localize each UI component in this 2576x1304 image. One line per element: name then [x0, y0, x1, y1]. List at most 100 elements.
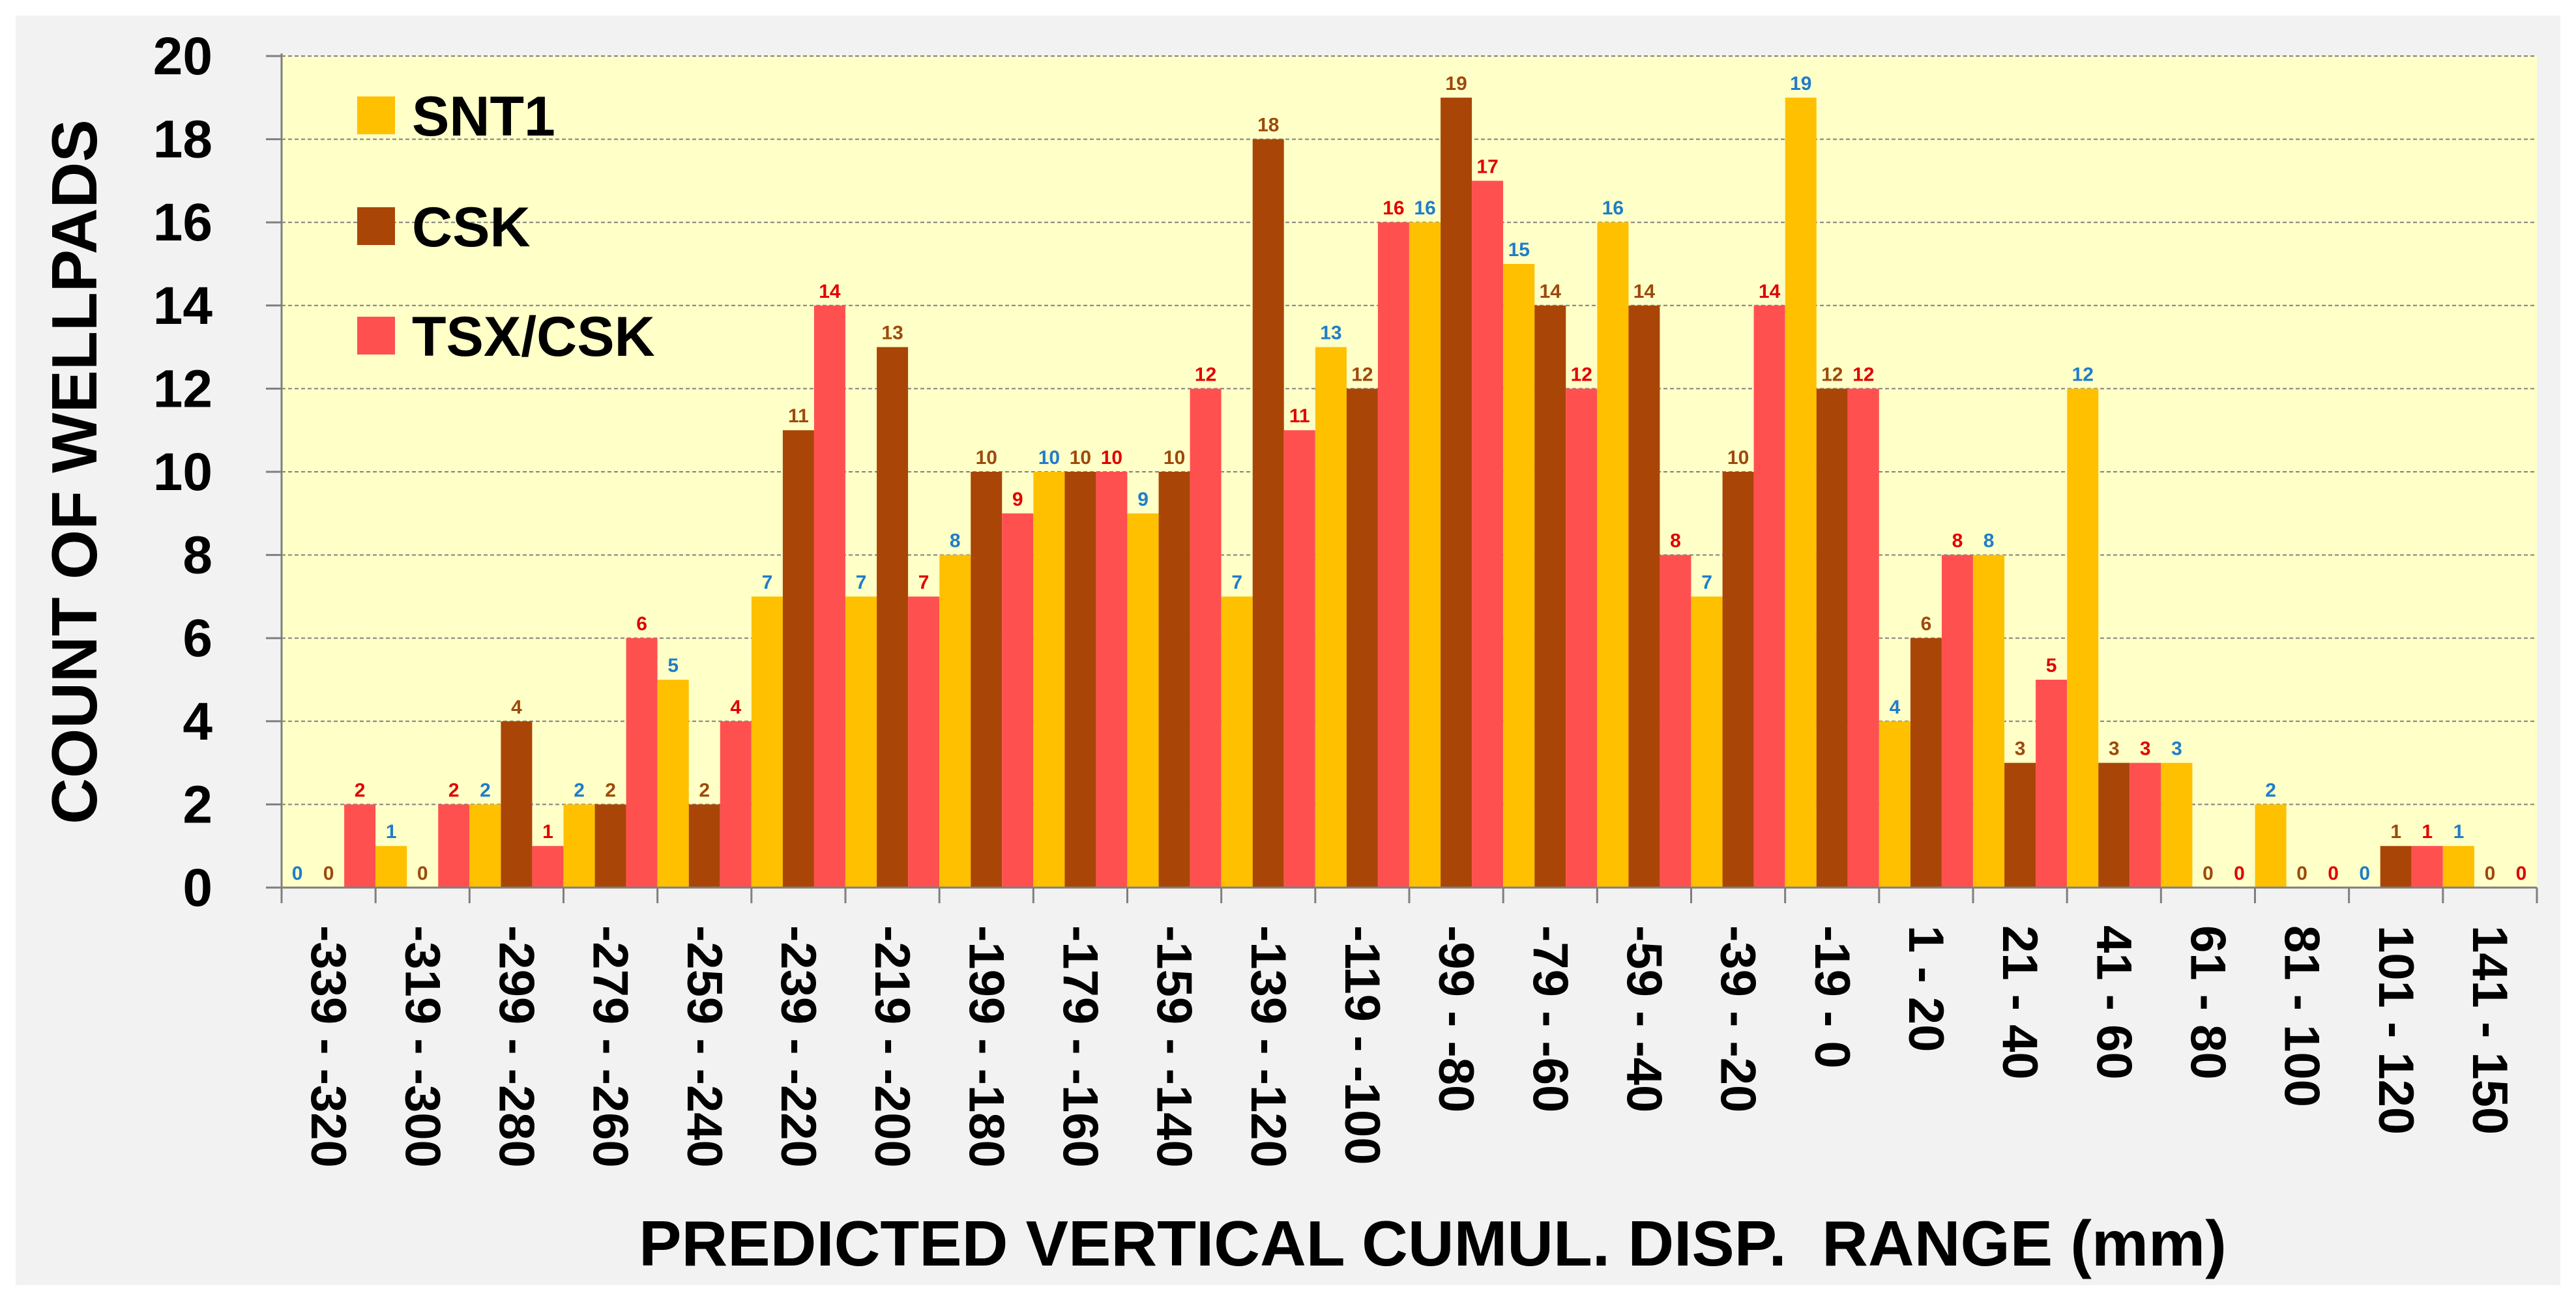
- bar-snt1: [375, 846, 407, 888]
- x-tick-label: -159 - -140: [1147, 925, 1202, 1168]
- data-label: 12: [2072, 364, 2094, 385]
- data-label: 10: [1101, 447, 1122, 469]
- data-label: 12: [1821, 364, 1843, 385]
- data-label: 0: [417, 863, 428, 884]
- data-label: 15: [1508, 239, 1530, 261]
- bar-csk: [971, 472, 1003, 888]
- data-label: 5: [667, 655, 679, 676]
- data-label: 10: [1164, 447, 1185, 469]
- data-label: 1: [2453, 821, 2465, 843]
- data-label: 2: [355, 779, 366, 801]
- bar-csk: [1628, 305, 1660, 888]
- data-label: 19: [1790, 73, 1811, 94]
- bar-snt1: [2067, 388, 2099, 888]
- y-tick-label: 14: [153, 276, 213, 336]
- data-label: 0: [2296, 863, 2307, 884]
- data-label: 8: [1983, 530, 1995, 552]
- data-label: 8: [1952, 530, 1963, 552]
- bar-csk: [2380, 846, 2412, 888]
- legend-swatch: [357, 96, 395, 134]
- data-label: 16: [1602, 197, 1624, 219]
- bar-snt1: [2442, 846, 2474, 888]
- legend-label: TSX/CSK: [412, 306, 655, 368]
- bar-tsx-csk: [1472, 181, 1504, 888]
- bar-snt1: [1785, 97, 1817, 888]
- x-tick-label: -39 - -20: [1710, 925, 1766, 1112]
- bars: [344, 97, 2474, 888]
- data-label: 13: [1320, 323, 1341, 344]
- bar-snt1: [751, 596, 783, 888]
- x-tick-label: -19 - 0: [1804, 925, 1860, 1069]
- bar-tsx-csk: [1566, 388, 1598, 888]
- data-label: 1: [2390, 821, 2401, 843]
- bar-snt1: [1973, 555, 2005, 888]
- x-tick-label: -239 - -220: [770, 925, 826, 1168]
- bar-snt1: [1691, 596, 1723, 888]
- x-tick-label: 81 - 100: [2274, 925, 2330, 1107]
- x-tick-label: -219 - -200: [864, 925, 920, 1168]
- data-label: 14: [1633, 281, 1656, 302]
- legend-swatch: [357, 317, 395, 355]
- x-tick-label: -319 - -300: [394, 925, 450, 1168]
- x-tick-label: -299 - -280: [488, 925, 544, 1168]
- data-label: 0: [292, 863, 303, 884]
- data-label: 2: [574, 779, 585, 801]
- bar-snt1: [469, 804, 501, 888]
- x-tick-label: 141 - 150: [2462, 925, 2517, 1135]
- x-tick-label: -179 - -160: [1052, 925, 1107, 1168]
- bar-tsx-csk: [1377, 222, 1409, 888]
- bar-csk: [688, 804, 720, 888]
- legend: SNT1 CSK TSX/CSK: [357, 85, 655, 368]
- bar-snt1: [1221, 596, 1253, 888]
- x-tick-label: -119 - -100: [1334, 925, 1390, 1165]
- data-label: 0: [2234, 863, 2245, 884]
- x-tick-label: -259 - -240: [677, 925, 732, 1168]
- bar-csk: [1252, 139, 1284, 888]
- data-label: 16: [1383, 197, 1404, 219]
- data-label: 12: [1852, 364, 1874, 385]
- data-label: 0: [2485, 863, 2496, 884]
- bar-snt1: [1033, 472, 1065, 888]
- bar-csk: [1534, 305, 1566, 888]
- x-tick-label: 101 - 120: [2368, 925, 2423, 1135]
- bar-snt1: [845, 596, 877, 888]
- bar-csk: [1346, 388, 1378, 888]
- data-label: 7: [1231, 572, 1242, 593]
- data-label: 10: [1727, 447, 1749, 469]
- bar-tsx-csk: [2036, 680, 2068, 888]
- data-label: 19: [1445, 73, 1467, 94]
- bar-snt1: [939, 555, 971, 888]
- bar-csk: [1722, 472, 1754, 888]
- data-label: 0: [323, 863, 334, 884]
- bar-csk: [1158, 472, 1190, 888]
- bar-csk: [501, 721, 533, 888]
- bar-tsx-csk: [908, 596, 940, 888]
- data-label: 14: [1540, 281, 1562, 302]
- y-tick-label: 20: [153, 27, 212, 86]
- bar-tsx-csk: [344, 804, 376, 888]
- x-tick-label: -99 - -80: [1428, 925, 1484, 1112]
- data-label: 9: [1137, 489, 1149, 510]
- bar-tsx-csk: [813, 305, 845, 888]
- y-tick-label: 0: [183, 858, 212, 918]
- y-tick-label: 4: [183, 692, 212, 751]
- bar-csk: [1910, 638, 1942, 888]
- bar-csk: [877, 347, 909, 888]
- bar-snt1: [2161, 762, 2193, 888]
- data-label: 8: [1670, 530, 1681, 552]
- data-label: 0: [2516, 863, 2527, 884]
- data-label: 18: [1257, 115, 1279, 136]
- x-tick-label: -339 - -320: [300, 925, 356, 1168]
- legend-label: CSK: [412, 196, 531, 259]
- bar-csk: [2004, 762, 2036, 888]
- y-tick-label: 8: [183, 526, 212, 585]
- data-label: 0: [2328, 863, 2339, 884]
- x-tick-label: 21 - 40: [1992, 925, 2047, 1080]
- bar-tsx-csk: [1283, 430, 1315, 888]
- bar-snt1: [563, 804, 595, 888]
- data-label: 7: [1701, 572, 1712, 593]
- legend-label: SNT1: [412, 85, 555, 148]
- bar-snt1: [1597, 222, 1629, 888]
- bar-tsx-csk: [1941, 555, 1973, 888]
- axes: [266, 53, 2538, 903]
